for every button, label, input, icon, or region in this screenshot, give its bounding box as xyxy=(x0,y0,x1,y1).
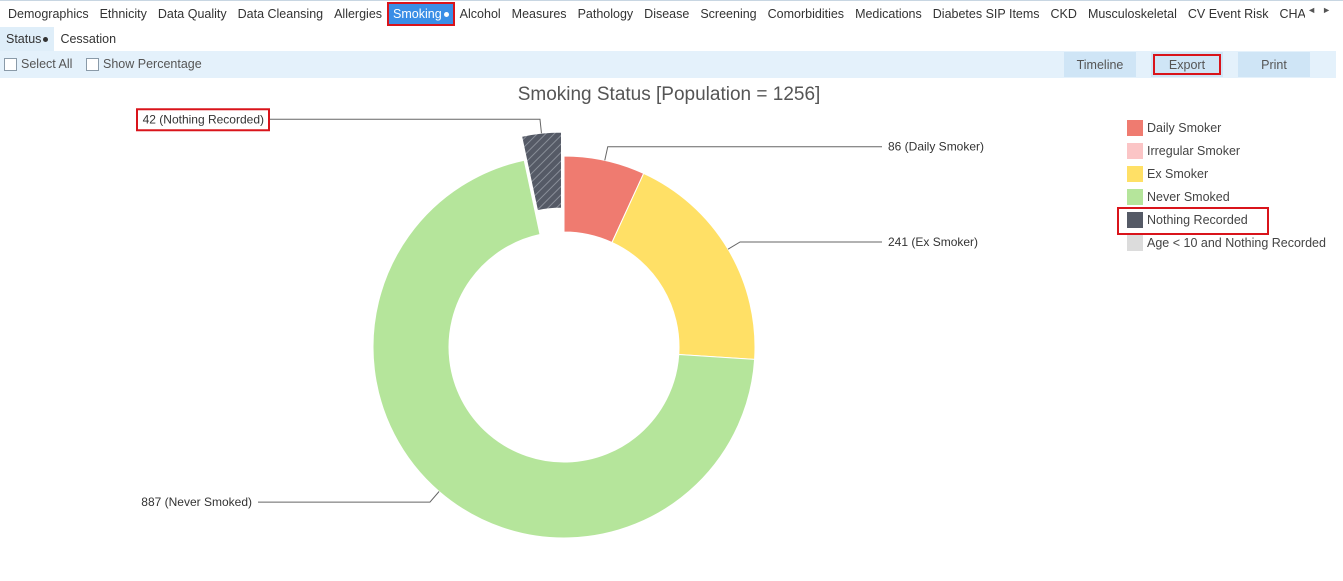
tab-label: Comorbidities xyxy=(767,7,845,21)
legend-swatch xyxy=(1127,211,1143,228)
tab-ethnicity[interactable]: Ethnicity xyxy=(95,3,152,25)
show-percentage-label: Show Percentage xyxy=(103,57,202,71)
slice-ex-smoker[interactable] xyxy=(611,172,756,360)
tab-demographics[interactable]: Demographics xyxy=(3,3,94,25)
tab-cv-event-risk[interactable]: CV Event Risk xyxy=(1183,3,1274,25)
export-button[interactable]: Export xyxy=(1151,52,1223,77)
legend-swatch xyxy=(1127,165,1143,182)
legend-swatch xyxy=(1127,142,1143,159)
tab-pathology[interactable]: Pathology xyxy=(573,3,639,25)
tab-comorbidities[interactable]: Comorbidities xyxy=(763,3,849,25)
print-button[interactable]: Print xyxy=(1238,52,1310,77)
tab-label: CV Event Risk xyxy=(1187,7,1269,21)
highlight-box xyxy=(136,108,270,132)
legend-label: Ex Smoker xyxy=(1147,166,1209,181)
data-label: 887 (Never Smoked) xyxy=(141,495,252,509)
tab-label: CKD xyxy=(1050,7,1077,21)
legend-label: Never Smoked xyxy=(1147,189,1230,204)
legend-label: Daily Smoker xyxy=(1147,120,1222,135)
legend-item[interactable]: Ex Smoker xyxy=(1127,162,1326,185)
tab-measures[interactable]: Measures xyxy=(507,3,572,25)
tab-label: Diabetes SIP Items xyxy=(932,7,1040,21)
legend-item[interactable]: Daily Smoker xyxy=(1127,116,1326,139)
legend-label: Age < 10 and Nothing Recorded xyxy=(1147,235,1326,250)
subtab-status[interactable]: Status xyxy=(0,27,55,51)
tab-alcohol[interactable]: Alcohol xyxy=(455,3,506,25)
tab-cha-ds-va[interactable]: CHA₂DS₂VA xyxy=(1274,3,1305,25)
legend-item[interactable]: Age < 10 and Nothing Recorded xyxy=(1127,231,1326,254)
subtab-cessation[interactable]: Cessation xyxy=(54,27,122,51)
sub-tab-bar: Status Cessation xyxy=(0,27,122,51)
toolbar: Select All Show Percentage Timeline Expo… xyxy=(0,51,1336,78)
tab-list: Demographics Ethnicity Data Quality Data Cl… xyxy=(3,2,1305,26)
label-connector xyxy=(270,118,542,134)
tab-label: Data Cleansing xyxy=(237,7,324,21)
tab-label: Smoking xyxy=(393,7,442,21)
tab-data-cleansing[interactable]: Data Cleansing xyxy=(233,3,328,25)
legend-item[interactable]: Irregular Smoker xyxy=(1127,139,1326,162)
legend-item[interactable]: Never Smoked xyxy=(1127,185,1326,208)
tab-label: Demographics xyxy=(8,7,89,21)
label-connector xyxy=(604,146,882,161)
tab-musculoskeletal[interactable]: Musculoskeletal xyxy=(1083,3,1182,25)
tab-screening[interactable]: Screening xyxy=(695,3,761,25)
tab-label: Screening xyxy=(700,7,757,21)
chart-legend: Daily Smoker Irregular Smoker Ex Smoker Nev… xyxy=(1117,116,1326,254)
tab-label: Measures xyxy=(511,7,567,21)
legend-label: Nothing Recorded xyxy=(1147,212,1248,227)
active-dot-icon xyxy=(43,37,49,43)
label-connector xyxy=(258,491,440,503)
tab-smoking[interactable]: Smoking xyxy=(387,2,455,26)
checkbox-box[interactable] xyxy=(86,57,99,71)
data-label: 86 (Daily Smoker) xyxy=(888,140,984,154)
slice-never-smoked[interactable] xyxy=(372,159,756,539)
checkbox-box[interactable] xyxy=(4,57,17,71)
tab-label: Musculoskeletal xyxy=(1087,7,1177,21)
tab-scroll-arrows[interactable]: ◄► xyxy=(1307,5,1337,15)
tab-data-quality[interactable]: Data Quality xyxy=(153,3,232,25)
legend-swatch xyxy=(1127,234,1143,251)
legend-label: Irregular Smoker xyxy=(1147,143,1241,158)
legend-swatch xyxy=(1127,188,1143,205)
tab-diabetes-sip-items[interactable]: Diabetes SIP Items xyxy=(928,3,1045,25)
data-label: 241 (Ex Smoker) xyxy=(888,235,978,249)
tab-label: Alcohol xyxy=(459,7,501,21)
tab-label: Allergies xyxy=(334,7,383,21)
label-connector xyxy=(727,241,882,250)
tab-medications[interactable]: Medications xyxy=(850,3,927,25)
tab-label: Disease xyxy=(644,7,690,21)
tab-label: Medications xyxy=(855,7,922,21)
select-all-label: Select All xyxy=(21,57,73,71)
slice-nothing-recorded[interactable] xyxy=(521,131,562,212)
tab-label: CHA₂DS₂VA xyxy=(1279,7,1305,21)
show-percentage-checkbox[interactable]: Show Percentage xyxy=(86,57,202,71)
tab-ckd[interactable]: CKD xyxy=(1046,3,1082,25)
subtab-label: Cessation xyxy=(60,32,117,46)
top-tab-bar: Demographics Ethnicity Data Quality Data Cl… xyxy=(0,0,1343,26)
tab-label: Pathology xyxy=(577,7,634,21)
legend-swatch xyxy=(1127,119,1143,136)
select-all-checkbox[interactable]: Select All xyxy=(4,57,72,71)
legend-item[interactable]: Nothing Recorded xyxy=(1117,207,1326,235)
chart-title: Smoking Status [Population = 1256] xyxy=(517,84,821,105)
tab-disease[interactable]: Disease xyxy=(639,3,694,25)
tab-label: Ethnicity xyxy=(99,7,147,21)
active-dot-icon xyxy=(443,12,449,18)
timeline-button[interactable]: Timeline xyxy=(1064,52,1136,77)
tab-label: Data Quality xyxy=(157,7,227,21)
subtab-label: Status xyxy=(6,32,42,46)
tab-allergies[interactable]: Allergies xyxy=(329,3,387,25)
data-label: 42 (Nothing Recorded) xyxy=(143,112,264,126)
